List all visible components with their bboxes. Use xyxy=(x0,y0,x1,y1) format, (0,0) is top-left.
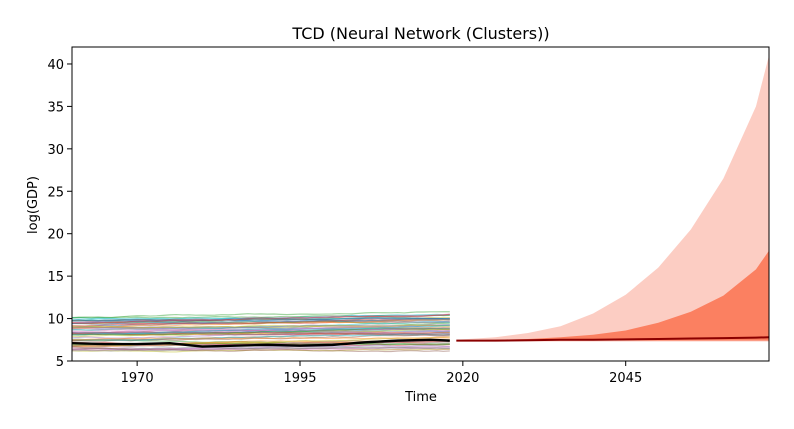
x-tick-label: 2020 xyxy=(446,371,479,386)
x-tick-label: 2045 xyxy=(609,371,642,386)
background-country-line xyxy=(72,346,450,351)
forecast-inner-band xyxy=(456,250,769,341)
background-country-line xyxy=(72,344,450,351)
focus-country-history-line xyxy=(72,338,450,348)
background-country-line xyxy=(72,326,450,330)
y-tick-label: 40 xyxy=(47,58,64,73)
forecast-outer-band xyxy=(456,55,769,342)
x-tick-label: 1995 xyxy=(283,371,316,386)
background-country-line xyxy=(72,311,450,319)
background-country-line xyxy=(72,326,450,333)
background-country-line xyxy=(72,324,450,335)
background-country-line xyxy=(72,348,450,353)
background-country-line xyxy=(72,318,450,329)
background-country-line xyxy=(72,316,450,322)
background-country-line xyxy=(72,319,450,325)
background-country-line xyxy=(72,318,450,322)
background-country-line xyxy=(72,347,450,351)
y-axis-ticks: 5 10 15 20 25 30 35 40 xyxy=(47,58,72,370)
y-axis-label: log(GDP) xyxy=(26,176,41,234)
y-tick-label: 35 xyxy=(47,100,64,115)
background-country-line xyxy=(72,324,450,331)
background-country-line xyxy=(72,330,450,335)
background-country-line xyxy=(72,328,450,338)
background-country-line xyxy=(72,317,450,325)
plot-area xyxy=(72,55,769,353)
background-country-line xyxy=(72,333,450,337)
background-country-line xyxy=(72,333,450,341)
background-country-line xyxy=(72,319,450,326)
background-country-line xyxy=(72,321,450,325)
y-tick-label: 10 xyxy=(47,313,64,328)
background-country-line xyxy=(72,334,450,342)
background-country-line xyxy=(72,327,450,336)
background-country-line xyxy=(72,325,450,329)
background-country-line xyxy=(72,317,450,327)
forecast-median-line xyxy=(456,336,769,342)
background-country-line xyxy=(72,324,450,329)
background-country-line xyxy=(72,316,450,325)
background-country-line xyxy=(72,331,450,341)
background-country-line xyxy=(72,314,450,319)
background-country-line xyxy=(72,321,450,331)
background-country-line xyxy=(72,346,450,350)
x-tick-label: 1970 xyxy=(121,371,154,386)
y-tick-label: 30 xyxy=(47,143,64,158)
background-country-line xyxy=(72,314,450,322)
background-country-line xyxy=(72,313,450,321)
background-country-line xyxy=(72,313,450,324)
y-tick-label: 15 xyxy=(47,270,64,285)
background-country-line xyxy=(72,339,450,345)
background-country-line xyxy=(72,347,450,352)
background-country-line xyxy=(72,317,450,320)
background-country-line xyxy=(72,328,450,335)
plot-frame xyxy=(71,46,770,362)
background-country-line xyxy=(72,327,450,333)
y-tick-label: 5 xyxy=(56,355,64,370)
background-country-line xyxy=(72,331,450,336)
background-country-line xyxy=(72,317,450,328)
x-axis-label: Time xyxy=(404,390,437,405)
background-country-line xyxy=(72,313,450,324)
background-country-line xyxy=(72,331,450,336)
background-country-line xyxy=(72,324,450,336)
y-tick-label: 25 xyxy=(47,185,64,200)
background-country-line xyxy=(72,330,450,335)
background-country-line xyxy=(72,331,450,336)
background-country-line xyxy=(72,326,450,332)
x-axis-ticks: 1970 1995 2020 2045 xyxy=(121,361,642,386)
background-country-line xyxy=(72,330,450,339)
background-country-line xyxy=(72,347,450,353)
y-tick-label: 20 xyxy=(47,228,64,243)
background-country-line xyxy=(72,324,450,329)
background-country-line xyxy=(72,327,450,336)
chart-title: TCD (Neural Network (Clusters)) xyxy=(291,24,549,43)
background-country-line xyxy=(72,337,450,341)
